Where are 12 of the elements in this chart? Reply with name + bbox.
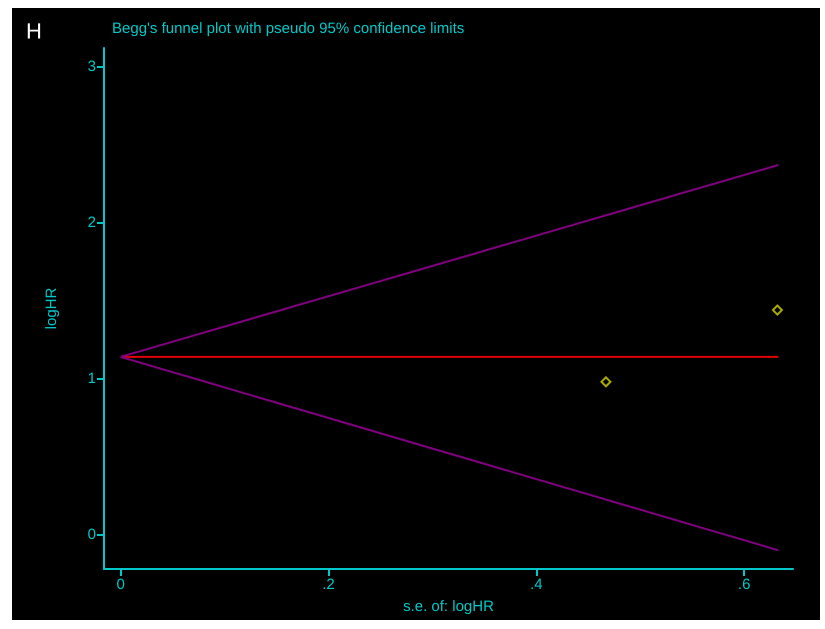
chart-title: Begg's funnel plot with pseudo 95% confidence limits — [112, 20, 464, 37]
y-tick-label: 0 — [88, 526, 96, 544]
y-tick-label: 3 — [88, 58, 96, 76]
x-tick-label: .2 — [322, 576, 335, 593]
x-tick-label: .6 — [738, 576, 750, 593]
y-axis-title: logHR — [43, 287, 60, 330]
x-tick-label: .4 — [530, 576, 543, 593]
x-tick-label: 0 — [116, 576, 125, 593]
y-tick-label: 2 — [88, 214, 96, 232]
text: H — [26, 18, 42, 44]
x-axis-title: s.e. of: logHR — [403, 598, 494, 615]
y-tick-label: 1 — [88, 370, 96, 388]
